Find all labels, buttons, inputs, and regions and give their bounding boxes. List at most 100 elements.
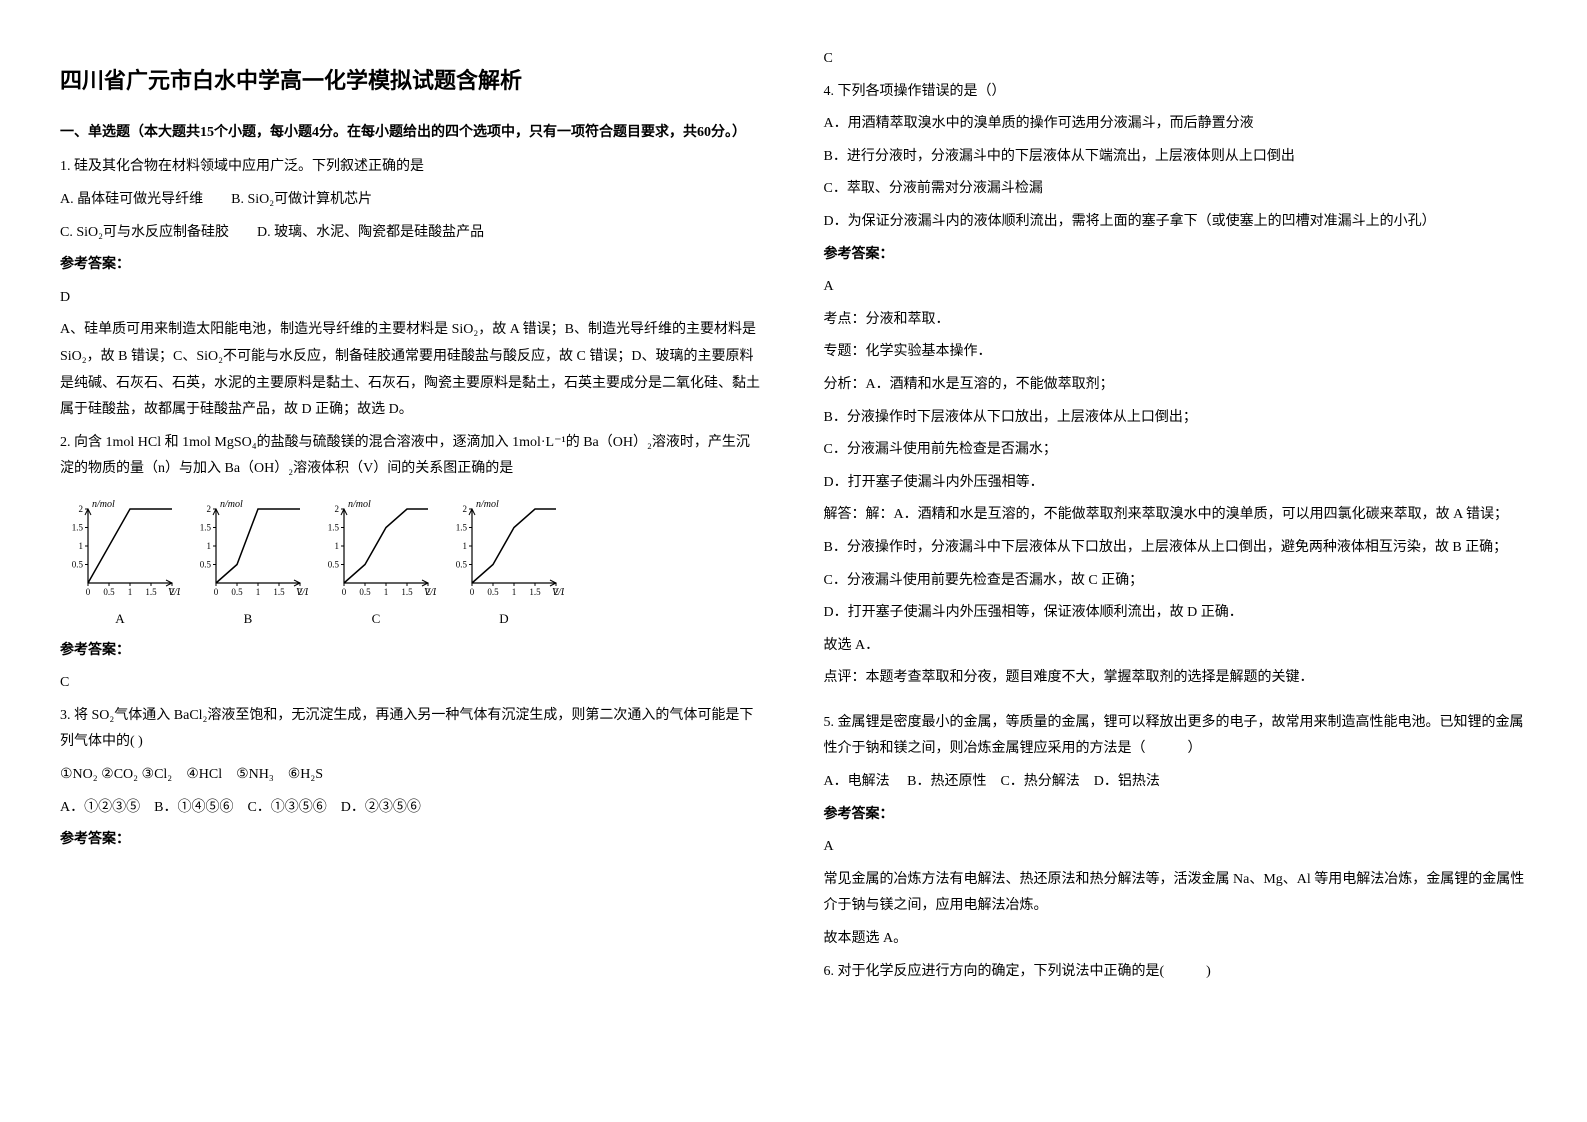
- q5-ans: A: [824, 834, 1528, 861]
- zt-text: 化学实验基本操作．: [866, 344, 992, 359]
- svg-text:0.5: 0.5: [456, 559, 468, 569]
- q1-stem: 1. 硅及其化合物在材料领域中应用广泛。下列叙述正确的是: [60, 154, 764, 181]
- q4-jdC: C．分液漏斗使用前要先检查是否漏水，故 C 正确；: [824, 568, 1528, 595]
- q5-choices: A．电解法 B．热还原性 C．热分解法 D．铝热法: [824, 769, 1528, 796]
- svg-text:V/L: V/L: [168, 587, 180, 598]
- svg-text:1: 1: [256, 587, 261, 597]
- svg-text:2: 2: [207, 504, 212, 514]
- svg-text:1: 1: [207, 541, 212, 551]
- svg-text:1.5: 1.5: [72, 522, 84, 532]
- kp-label: 考点：: [824, 312, 866, 327]
- svg-text:1.5: 1.5: [145, 587, 157, 597]
- chart-label-C: C: [372, 607, 381, 632]
- q1-row1: A. 晶体硅可做光导纤维 B. SiO₂可做计算机芯片: [60, 187, 764, 214]
- q4-jdend: 故选 A．: [824, 633, 1528, 660]
- q2-charts: 0.511.5200.511.52n/molV/LA0.511.5200.511…: [60, 495, 764, 632]
- svg-text:0.5: 0.5: [487, 587, 499, 597]
- svg-text:2: 2: [335, 504, 340, 514]
- kp-text: 分液和萃取．: [866, 312, 950, 327]
- chart-svg-C: 0.511.5200.511.52n/molV/L: [316, 495, 436, 605]
- chart-B: 0.511.5200.511.52n/molV/LB: [188, 495, 308, 632]
- q4-optD: D．为保证分液漏斗内的液体顺利流出，需将上面的塞子拿下（或使塞上的凹槽对准漏斗上…: [824, 209, 1528, 236]
- svg-text:V/L: V/L: [296, 587, 308, 598]
- q1-optB: B. SiO₂可做计算机芯片: [231, 192, 372, 207]
- svg-text:1: 1: [79, 541, 84, 551]
- q3-ans-label: 参考答案：: [60, 827, 764, 854]
- q4-dp: 点评：本题考查萃取和分夜，题目难度不大，掌握萃取剂的选择是解题的关键．: [824, 665, 1528, 692]
- q4-kp: 考点：分液和萃取．: [824, 307, 1528, 334]
- chart-svg-B: 0.511.5200.511.52n/molV/L: [188, 495, 308, 605]
- q4-optA: A．用酒精萃取溴水中的溴单质的操作可选用分液漏斗，而后静置分液: [824, 111, 1528, 138]
- q4-fxC: C．分液漏斗使用前先检查是否漏水；: [824, 437, 1528, 464]
- q4-ans-label: 参考答案：: [824, 242, 1528, 269]
- zt-label: 专题：: [824, 344, 866, 359]
- svg-text:n/mol: n/mol: [92, 499, 115, 510]
- svg-text:1.5: 1.5: [328, 522, 340, 532]
- q4-jdB: B．分液操作时，分液漏斗中下层液体从下口放出，上层液体从上口倒出，避免两种液体相…: [824, 535, 1528, 562]
- svg-text:0: 0: [86, 587, 91, 597]
- q4-jdD: D．打开塞子使漏斗内外压强相等，保证液体顺利流出，故 D 正确．: [824, 600, 1528, 627]
- svg-text:V/L: V/L: [552, 587, 564, 598]
- svg-text:1.5: 1.5: [200, 522, 212, 532]
- fxA: A．酒精和水是互溶的，不能做萃取剂；: [866, 377, 1114, 392]
- chart-label-B: B: [244, 607, 253, 632]
- jd-label: 解答：: [824, 507, 866, 522]
- svg-text:0: 0: [470, 587, 475, 597]
- svg-text:1.5: 1.5: [529, 587, 541, 597]
- q3-ans: C: [824, 46, 1528, 73]
- part1-head: 一、单选题（本大题共15个小题，每小题4分。在每小题给出的四个选项中，只有一项符…: [60, 120, 764, 147]
- q3-opts: ①NO₂ ②CO₂ ③Cl₂ ④HCl ⑤NH₃ ⑥H₂S: [60, 762, 764, 789]
- svg-text:n/mol: n/mol: [476, 499, 499, 510]
- svg-text:0.5: 0.5: [200, 559, 212, 569]
- q1-ans: D: [60, 285, 764, 312]
- svg-text:1: 1: [128, 587, 133, 597]
- svg-text:0.5: 0.5: [328, 559, 340, 569]
- q1-optA: A. 晶体硅可做光导纤维: [60, 192, 203, 207]
- q1-optD: D. 玻璃、水泥、陶瓷都是硅酸盐产品: [257, 225, 484, 240]
- svg-text:1.5: 1.5: [273, 587, 285, 597]
- q2-ans-label: 参考答案：: [60, 638, 764, 665]
- q1-row2: C. SiO₂可与水反应制备硅胶 D. 玻璃、水泥、陶瓷都是硅酸盐产品: [60, 220, 764, 247]
- q5-stem: 5. 金属锂是密度最小的金属，等质量的金属，锂可以释放出更多的电子，故常用来制造…: [824, 710, 1528, 763]
- svg-text:0.5: 0.5: [103, 587, 115, 597]
- left-column: 四川省广元市白水中学高一化学模拟试题含解析 一、单选题（本大题共15个小题，每小…: [60, 40, 764, 991]
- chart-svg-A: 0.511.5200.511.52n/molV/L: [60, 495, 180, 605]
- q4-optC: C．萃取、分液前需对分液漏斗检漏: [824, 176, 1528, 203]
- q2-ans: C: [60, 670, 764, 697]
- svg-text:1: 1: [463, 541, 468, 551]
- chart-label-A: A: [115, 607, 124, 632]
- svg-text:0.5: 0.5: [72, 559, 84, 569]
- q3-stem: 3. 将 SO₂气体通入 BaCl₂溶液至饱和，无沉淀生成，再通入另一种气体有沉…: [60, 703, 764, 756]
- svg-text:2: 2: [79, 504, 84, 514]
- q4-fx: 分析：A．酒精和水是互溶的，不能做萃取剂；: [824, 372, 1528, 399]
- q1-exp: A、硅单质可用来制造太阳能电池，制造光导纤维的主要材料是 SiO₂，故 A 错误…: [60, 317, 764, 423]
- q4-fxD: D．打开塞子使漏斗内外压强相等．: [824, 470, 1528, 497]
- q1-ans-label: 参考答案：: [60, 252, 764, 279]
- svg-text:0: 0: [342, 587, 347, 597]
- q4-ans: A: [824, 274, 1528, 301]
- chart-svg-D: 0.511.5200.511.52n/molV/L: [444, 495, 564, 605]
- dp-text: 本题考查萃取和分夜，题目难度不大，掌握萃取剂的选择是解题的关键．: [866, 670, 1314, 685]
- fx-label: 分析：: [824, 377, 866, 392]
- svg-text:1: 1: [384, 587, 389, 597]
- q1-optC: C. SiO₂可与水反应制备硅胶: [60, 225, 229, 240]
- svg-text:0.5: 0.5: [359, 587, 371, 597]
- jdA: 解：A．酒精和水是互溶的，不能做萃取剂来萃取溴水中的溴单质，可以用四氯化碳来萃取…: [866, 507, 1508, 522]
- dp-label: 点评：: [824, 670, 866, 685]
- chart-A: 0.511.5200.511.52n/molV/LA: [60, 495, 180, 632]
- q5-ans-label: 参考答案：: [824, 802, 1528, 829]
- q4-jd: 解答：解：A．酒精和水是互溶的，不能做萃取剂来萃取溴水中的溴单质，可以用四氯化碳…: [824, 502, 1528, 529]
- q4-zt: 专题：化学实验基本操作．: [824, 339, 1528, 366]
- q6-stem: 6. 对于化学反应进行方向的确定，下列说法中正确的是( ): [824, 959, 1528, 986]
- svg-text:1.5: 1.5: [456, 522, 468, 532]
- q2-stem: 2. 向含 1mol HCl 和 1mol MgSO₄的盐酸与硫酸镁的混合溶液中…: [60, 430, 764, 483]
- right-column: C 4. 下列各项操作错误的是（） A．用酒精萃取溴水中的溴单质的操作可选用分液…: [824, 40, 1528, 991]
- q5-exp2: 故本题选 A。: [824, 926, 1528, 953]
- q3-choices: A．①②③⑤ B．①④⑤⑥ C．①③⑤⑥ D．②③⑤⑥: [60, 795, 764, 822]
- q5-exp1: 常见金属的冶炼方法有电解法、热还原法和热分解法等，活泼金属 Na、Mg、Al 等…: [824, 867, 1528, 920]
- chart-D: 0.511.5200.511.52n/molV/LD: [444, 495, 564, 632]
- svg-text:n/mol: n/mol: [348, 499, 371, 510]
- svg-text:1: 1: [335, 541, 340, 551]
- q4-stem: 4. 下列各项操作错误的是（）: [824, 79, 1528, 106]
- chart-label-D: D: [499, 607, 508, 632]
